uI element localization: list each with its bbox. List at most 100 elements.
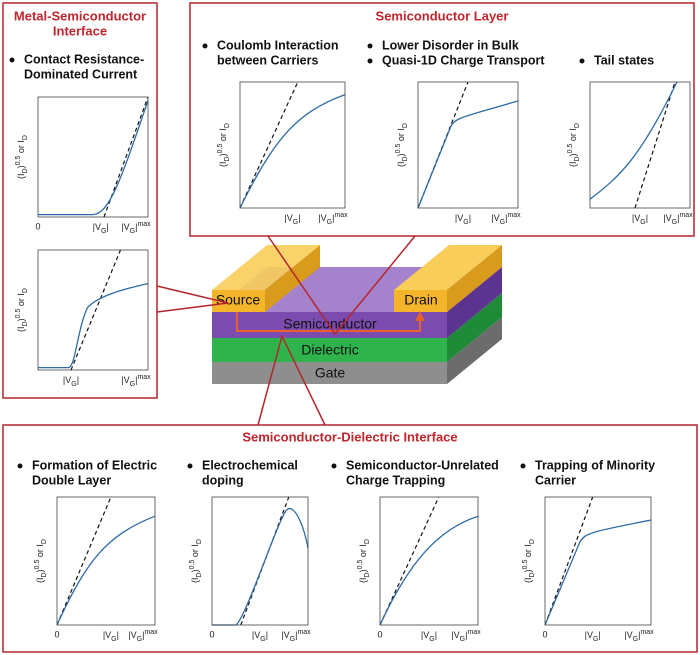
bullet-text: between Carriers bbox=[217, 53, 318, 67]
plot bbox=[380, 497, 478, 625]
label-part: | bbox=[505, 213, 507, 223]
x-label: |VG| bbox=[421, 630, 437, 643]
label-part: D bbox=[224, 156, 231, 161]
guide-line bbox=[240, 82, 298, 208]
guide-line bbox=[71, 250, 121, 370]
bullet-text: Double Layer bbox=[32, 473, 111, 487]
label-part: I bbox=[358, 544, 368, 547]
label-part: D bbox=[529, 539, 536, 544]
x-label: |VG| bbox=[284, 213, 300, 226]
plot-frame bbox=[211, 496, 309, 626]
label-part: or bbox=[35, 547, 45, 560]
label-part: G bbox=[500, 219, 505, 226]
label-part: 0.5 bbox=[34, 560, 41, 570]
label-part: | bbox=[646, 213, 648, 223]
panel-title: Interface bbox=[53, 23, 107, 38]
label-part: or bbox=[523, 547, 533, 560]
plot-frame bbox=[589, 81, 691, 209]
transfer-curve bbox=[380, 516, 478, 625]
x-max-label: |VG|max bbox=[121, 374, 151, 388]
plot bbox=[418, 82, 518, 208]
label-part: G bbox=[672, 219, 677, 226]
plot-frame bbox=[37, 249, 149, 371]
label-part: 0.5 bbox=[15, 309, 22, 319]
label-part: | bbox=[135, 222, 137, 232]
label-part: I bbox=[523, 544, 533, 547]
label-part: I bbox=[35, 544, 45, 547]
plot-frame bbox=[37, 96, 149, 218]
label-part: |V bbox=[93, 222, 101, 232]
label-part: ) bbox=[523, 569, 533, 572]
bullet-dot bbox=[202, 43, 208, 49]
label-part: max bbox=[640, 629, 654, 636]
origin-label: 0 bbox=[377, 629, 382, 639]
label-part: max bbox=[137, 221, 151, 228]
x-label: |VG| bbox=[63, 375, 79, 388]
x-max-label: |VG|max bbox=[318, 212, 348, 226]
label-part: G bbox=[71, 381, 76, 388]
transfer-curve bbox=[590, 82, 677, 199]
label-part: |V bbox=[663, 213, 671, 223]
label-part: D bbox=[224, 123, 231, 128]
guide-line bbox=[241, 497, 289, 625]
panel-title: Metal-Semiconductor bbox=[14, 8, 146, 23]
label-part: D bbox=[364, 572, 371, 577]
label-part: | bbox=[266, 630, 268, 640]
label-part: max bbox=[679, 212, 693, 219]
label-part: G bbox=[130, 381, 135, 388]
origin-label: 0 bbox=[35, 221, 40, 231]
label-part: D bbox=[402, 156, 409, 161]
label-part: | bbox=[332, 213, 334, 223]
y-label: (ID)0.5 or ID bbox=[567, 123, 581, 167]
label-part: G bbox=[429, 636, 434, 643]
label-part: 0.5 bbox=[217, 144, 224, 154]
label-part: or bbox=[190, 547, 200, 560]
label-part: max bbox=[297, 629, 311, 636]
bullet-dot bbox=[187, 463, 193, 469]
drain-front bbox=[394, 290, 447, 312]
label-part: |V bbox=[284, 213, 292, 223]
label-part: |V bbox=[128, 630, 136, 640]
x-max-label: |VG|max bbox=[491, 212, 521, 226]
label-part: G bbox=[633, 636, 638, 643]
label-part: (I bbox=[358, 577, 368, 583]
label-part: |V bbox=[491, 213, 499, 223]
dielectric-side bbox=[447, 293, 502, 362]
label-part: or bbox=[358, 547, 368, 560]
y-label: (ID)0.5 or ID bbox=[217, 123, 231, 167]
y-label: (ID)0.5 or ID bbox=[357, 539, 371, 583]
semiconductor-side bbox=[447, 267, 502, 338]
label-part: max bbox=[137, 374, 151, 381]
connector-bottom bbox=[257, 333, 326, 426]
x-label: |VG| bbox=[103, 630, 119, 643]
label-part: D bbox=[41, 539, 48, 544]
bullet-text: Dominated Current bbox=[24, 67, 138, 81]
dielectric-layer bbox=[212, 338, 447, 362]
source-side bbox=[265, 245, 320, 312]
label-part: D bbox=[529, 572, 536, 577]
label-part: G bbox=[260, 636, 265, 643]
transfer-curve bbox=[418, 101, 518, 208]
label-part: I bbox=[218, 128, 228, 131]
label-part: |V bbox=[121, 375, 129, 385]
label-part: ) bbox=[218, 153, 228, 156]
label-part: G bbox=[293, 219, 298, 226]
plot-frame bbox=[544, 496, 652, 626]
x-max-label: |VG|max bbox=[128, 629, 158, 643]
label-part: (I bbox=[396, 161, 406, 167]
x-max-label: |VG|max bbox=[281, 629, 311, 643]
drain-side bbox=[447, 245, 502, 312]
origin-label: 0 bbox=[542, 629, 547, 639]
label-part: | bbox=[295, 630, 297, 640]
label-part: ) bbox=[35, 569, 45, 572]
y-label: (ID)0.5 or ID bbox=[395, 123, 409, 167]
label-part: |V bbox=[103, 630, 111, 640]
device: Source Drain Semiconductor Dielectric Ga… bbox=[212, 245, 502, 384]
label-part: 0.5 bbox=[357, 560, 364, 570]
bullet-text: Carrier bbox=[535, 473, 576, 487]
label-part: 0.5 bbox=[189, 560, 196, 570]
plot-frame bbox=[417, 81, 519, 209]
bullet-dot bbox=[367, 43, 373, 49]
label-part: I bbox=[16, 293, 26, 296]
x-max-label: |VG|max bbox=[451, 629, 481, 643]
